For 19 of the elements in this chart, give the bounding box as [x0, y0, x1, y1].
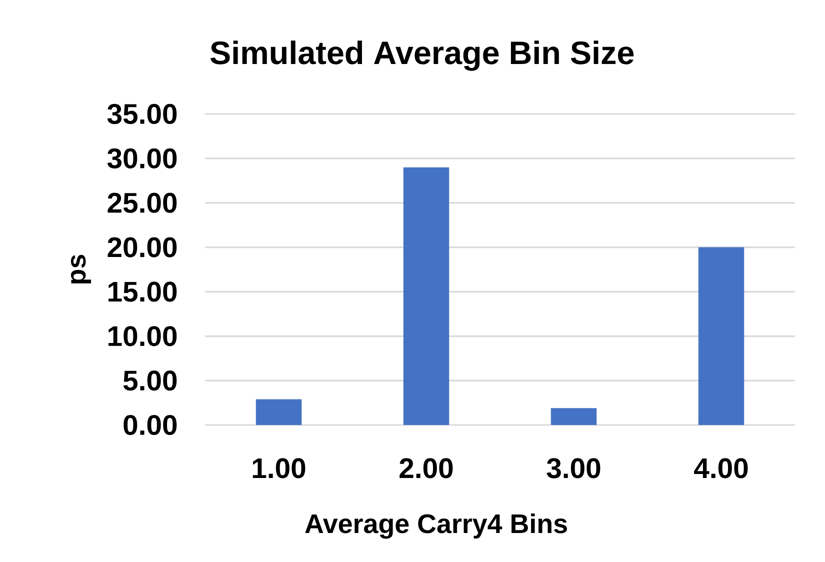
- bar: [550, 408, 597, 425]
- x-tick-label: 3.00: [546, 458, 600, 478]
- y-tick-label: 30.00: [107, 148, 177, 168]
- chart-title: Simulated Average Bin Size: [210, 40, 634, 71]
- y-tick-label: 10.00: [108, 326, 177, 346]
- x-tick-label: 4.00: [694, 458, 748, 478]
- y-axis-title: ps: [70, 254, 92, 284]
- x-tick-label: 1.00: [252, 458, 306, 478]
- x-tick-label: 2.00: [400, 458, 453, 478]
- y-tick-label: 25.00: [108, 192, 177, 213]
- y-tick-label: 35.00: [107, 104, 177, 124]
- y-tick-label: 15.00: [108, 282, 177, 302]
- y-tick-label: 20.00: [108, 237, 177, 258]
- bar: [256, 399, 302, 425]
- bar: [403, 167, 450, 425]
- x-axis-title: Average Carry4 Bins: [305, 514, 567, 539]
- y-tick-label: 5.00: [123, 370, 177, 391]
- bar: [698, 247, 744, 425]
- y-tick-label: 0.00: [124, 414, 177, 436]
